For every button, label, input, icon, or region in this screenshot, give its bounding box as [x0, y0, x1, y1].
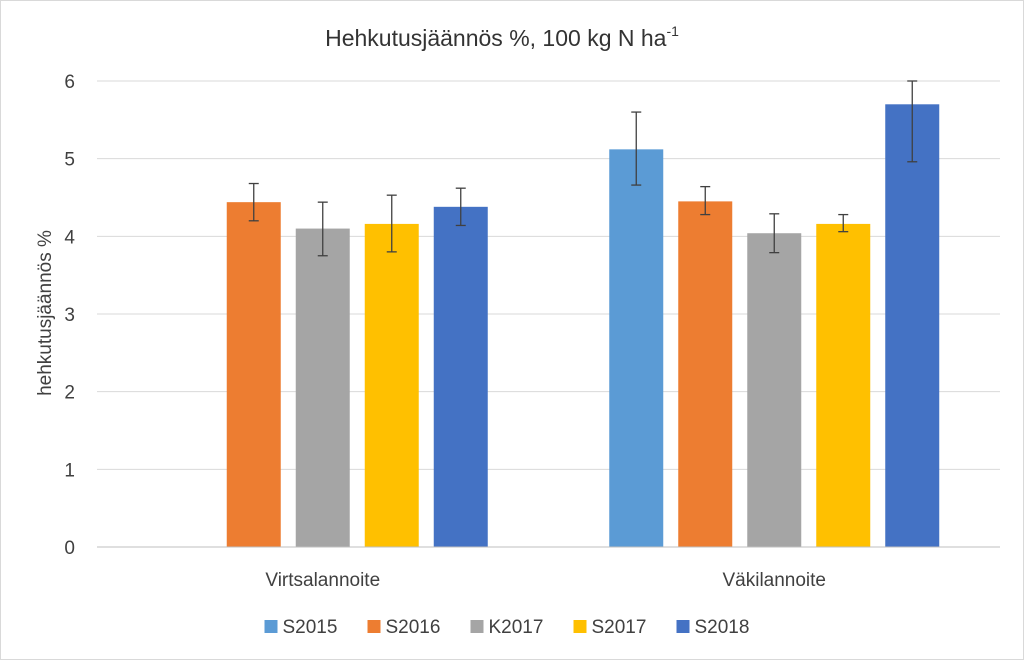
bar — [609, 149, 664, 547]
legend-label: S2017 — [592, 617, 647, 638]
bar — [433, 206, 488, 547]
bar — [678, 201, 733, 547]
legend-swatch — [264, 620, 278, 633]
legend-label: K2017 — [489, 617, 544, 638]
bar — [364, 223, 419, 547]
bars — [226, 104, 940, 548]
category-labels: Virtsalannoite Väkilannoite — [265, 570, 826, 591]
legend-label: S2016 — [386, 617, 441, 638]
chart-title: Hehkutusjäännös %, 100 kg N ha-1 — [325, 23, 679, 51]
category-label: Väkilannoite — [722, 570, 826, 591]
y-tick-label: 1 — [64, 460, 75, 481]
bar — [885, 104, 940, 548]
y-tick-label: 4 — [64, 227, 75, 248]
bar — [295, 228, 350, 548]
legend-swatch — [367, 620, 381, 633]
legend-label: S2015 — [283, 617, 338, 638]
chart-title-superscript: -1 — [666, 23, 679, 39]
y-axis-label: hehkutusjäännös % — [35, 230, 56, 396]
legend-label: S2018 — [695, 617, 750, 638]
category-label: Virtsalannoite — [265, 570, 380, 591]
bar — [226, 202, 281, 547]
legend: S2015 S2016 K2017 S2017 S2018 — [264, 617, 750, 638]
legend-swatch — [573, 620, 587, 633]
y-tick-label: 2 — [64, 383, 75, 404]
y-tick-label: 6 — [64, 72, 75, 93]
legend-swatch — [676, 620, 690, 633]
y-tick-label: 5 — [64, 150, 75, 171]
error-bars — [248, 80, 918, 257]
y-tick-label: 0 — [64, 538, 75, 559]
y-tick-labels: 0 1 2 3 4 5 6 — [64, 72, 75, 559]
bar — [816, 223, 871, 547]
legend-swatch — [470, 620, 484, 633]
chart-title-main: Hehkutusjäännös %, 100 kg N ha — [325, 25, 667, 51]
y-tick-label: 3 — [64, 305, 75, 326]
bar — [747, 233, 802, 547]
